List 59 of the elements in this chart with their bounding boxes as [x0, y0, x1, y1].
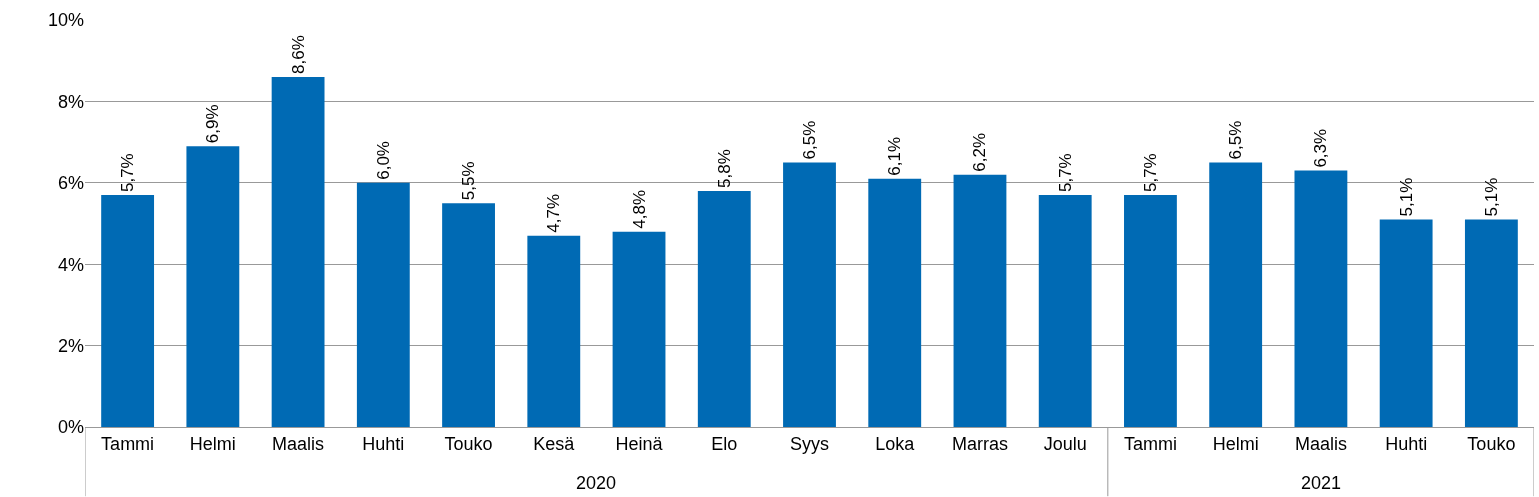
x-tick-label: Tammi	[1123, 433, 1177, 454]
x-tick-label: Joulu	[1043, 433, 1087, 454]
bar	[1124, 195, 1177, 427]
text: 2021	[1301, 473, 1342, 493]
x-tick-label: Kesä	[533, 433, 576, 454]
y-tick-label: 2%	[57, 335, 84, 356]
text: 2020	[576, 473, 617, 493]
x-tick-label: Tammi	[101, 433, 155, 454]
x-tick-label: Maalis	[272, 433, 325, 454]
data-label: 4,7%	[544, 193, 564, 233]
bar	[697, 190, 751, 427]
data-label: 5,1%	[1481, 177, 1501, 217]
data-label: 5,5%	[459, 161, 479, 201]
bar	[783, 162, 836, 427]
bar	[442, 203, 495, 427]
x-tick-label: Huhti	[362, 433, 405, 454]
data-label: 8,6%	[288, 35, 308, 74]
y-tick-label: 4%	[57, 254, 84, 275]
x-tick-label: Heinä	[615, 433, 664, 454]
y-tick-label: 0%	[57, 417, 84, 438]
x-tick-label: Loka	[875, 433, 916, 454]
x-tick-label: Elo	[711, 433, 738, 454]
bar	[356, 182, 410, 427]
bar	[868, 178, 922, 427]
bar	[612, 231, 666, 427]
data-label: 6,1%	[885, 136, 905, 176]
data-label: 6,9%	[203, 104, 223, 144]
data-label: 6,0%	[373, 141, 393, 180]
bar	[1294, 170, 1348, 427]
bar	[527, 235, 581, 427]
x-tick-label: Marras	[951, 433, 1008, 454]
bar	[186, 146, 240, 427]
data-label: 5,7%	[1055, 153, 1075, 193]
y-tick-label: 6%	[57, 173, 84, 194]
data-label: 5,8%	[714, 149, 734, 188]
x-tick-label: Syys	[789, 433, 830, 454]
x-tick-label: Helmi	[189, 433, 236, 454]
bar	[101, 195, 155, 427]
bar	[271, 76, 325, 427]
bar	[1209, 162, 1263, 427]
y-tick-label: 8%	[57, 91, 84, 112]
data-label: 6,2%	[970, 132, 990, 172]
x-tick-label: Touko	[1467, 433, 1516, 454]
data-label: 6,5%	[1226, 120, 1246, 160]
data-label: 5,1%	[1396, 177, 1416, 217]
y-tick-label: 10%	[47, 10, 84, 31]
x-tick-label: Touko	[444, 433, 493, 454]
data-label: 6,5%	[800, 120, 819, 160]
data-label: 6,3%	[1311, 128, 1331, 168]
data-label: 4,8%	[629, 189, 649, 229]
data-label: 5,7%	[118, 153, 138, 193]
x-tick-label: Helmi	[1212, 433, 1259, 454]
bar	[953, 174, 1007, 427]
bar	[1464, 219, 1518, 427]
bar	[1379, 219, 1433, 427]
x-tick-label: Huhti	[1385, 433, 1428, 454]
x-tick-label: Maalis	[1294, 433, 1347, 454]
bar	[1038, 195, 1092, 427]
data-label: 5,7%	[1140, 153, 1160, 193]
